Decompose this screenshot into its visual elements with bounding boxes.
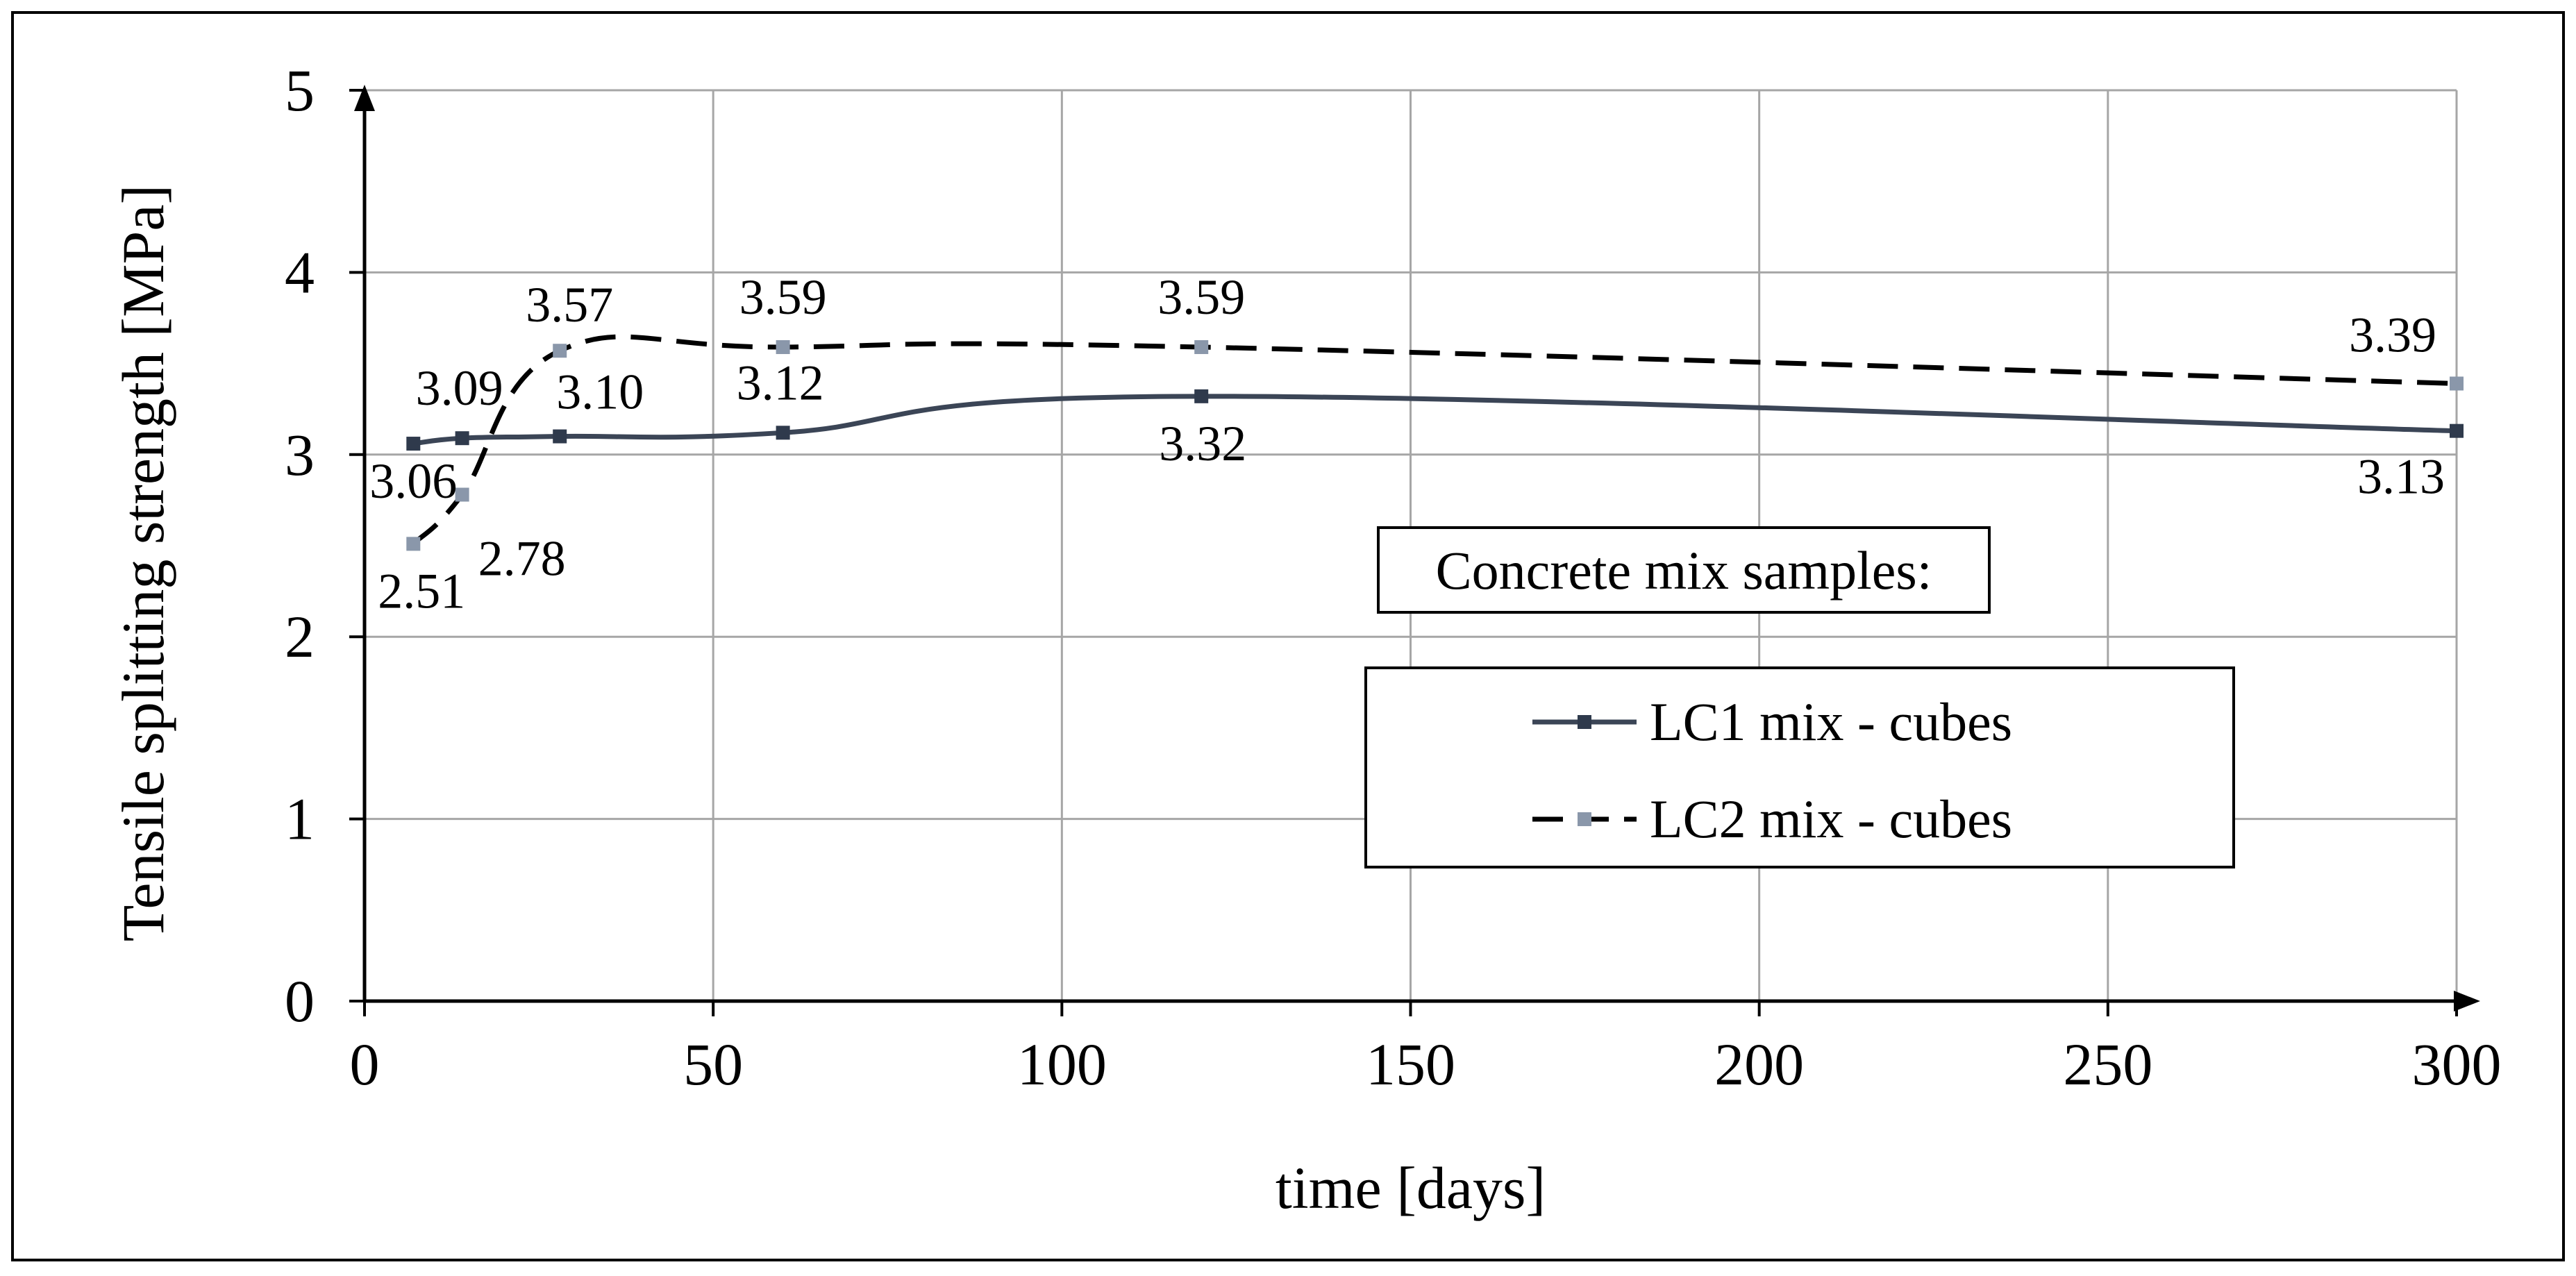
series-1-data-label: 3.32 bbox=[1159, 416, 1246, 471]
x-tick-label: 50 bbox=[683, 1031, 743, 1098]
x-tick-label: 250 bbox=[2063, 1031, 2152, 1098]
legend: LC1 mix - cubes LC2 mix - cubes bbox=[1364, 666, 2235, 868]
y-tick-label: 4 bbox=[285, 239, 315, 305]
y-tick-label: 3 bbox=[285, 421, 315, 488]
legend-marker-2 bbox=[1578, 812, 1591, 826]
series-2-point bbox=[1194, 339, 1209, 354]
series-1-point bbox=[406, 437, 421, 451]
series-2-point bbox=[2450, 376, 2464, 391]
series-1-point bbox=[2450, 423, 2464, 438]
x-tick-label: 200 bbox=[1714, 1031, 1804, 1098]
x-axis-arrow bbox=[2454, 991, 2480, 1011]
legend-marker-1 bbox=[1578, 715, 1591, 729]
legend-box bbox=[1364, 666, 2235, 868]
x-tick-label: 150 bbox=[1366, 1031, 1455, 1098]
legend-title: Concrete mix samples: bbox=[1436, 540, 1932, 601]
series-1-point bbox=[455, 431, 469, 446]
x-tick-label: 0 bbox=[350, 1031, 380, 1098]
series-2-data-label: 2.78 bbox=[478, 531, 566, 587]
series-1-data-label: 3.10 bbox=[556, 364, 644, 420]
series-2-point bbox=[406, 537, 421, 551]
series-1-data-label: 3.13 bbox=[2357, 449, 2445, 505]
data-labels: 3.06 3.09 3.10 3.12 3.32 3.13 2.512.78 3.57 3.59… bbox=[369, 269, 2445, 619]
legend-label-1: LC1 mix - cubes bbox=[1650, 691, 2012, 752]
axes bbox=[349, 85, 2480, 1016]
series-1-data-label: 3.06 bbox=[369, 453, 457, 509]
series-1-data-label: 3.12 bbox=[737, 355, 824, 410]
x-tick-label: 300 bbox=[2412, 1031, 2502, 1098]
series-1-point bbox=[776, 426, 790, 440]
series-2-data-label: 3.39 bbox=[2349, 307, 2436, 362]
series-2-data-label: 3.59 bbox=[1157, 269, 1245, 325]
series-2-point bbox=[455, 487, 469, 502]
y-axis-title: Tensile splitting strength [MPa] bbox=[110, 185, 176, 941]
y-tick-label: 5 bbox=[285, 57, 315, 124]
x-tick-label: 100 bbox=[1017, 1031, 1107, 1098]
legend-title-box: Concrete mix samples: bbox=[1377, 526, 1991, 614]
series-1-line bbox=[412, 394, 2457, 446]
series-2-data-label: 3.59 bbox=[739, 269, 827, 325]
y-axis-arrow bbox=[354, 85, 375, 111]
series-2-point bbox=[553, 344, 567, 358]
series-2-data-label: 3.57 bbox=[526, 277, 613, 333]
series bbox=[406, 334, 2464, 551]
y-tick-label: 1 bbox=[285, 786, 315, 853]
y-tick-label: 0 bbox=[285, 968, 315, 1034]
series-2-line bbox=[411, 334, 2457, 546]
series-2-data-label: 2.51 bbox=[378, 563, 465, 619]
series-2-point bbox=[776, 339, 790, 354]
x-axis-title: time [days] bbox=[1276, 1155, 1546, 1221]
y-tick-label: 2 bbox=[285, 603, 315, 670]
series-1-data-label: 3.09 bbox=[416, 360, 503, 416]
series-1-point bbox=[553, 429, 567, 444]
legend-label-2: LC2 mix - cubes bbox=[1650, 789, 2012, 849]
series-1-point bbox=[1194, 389, 1209, 403]
